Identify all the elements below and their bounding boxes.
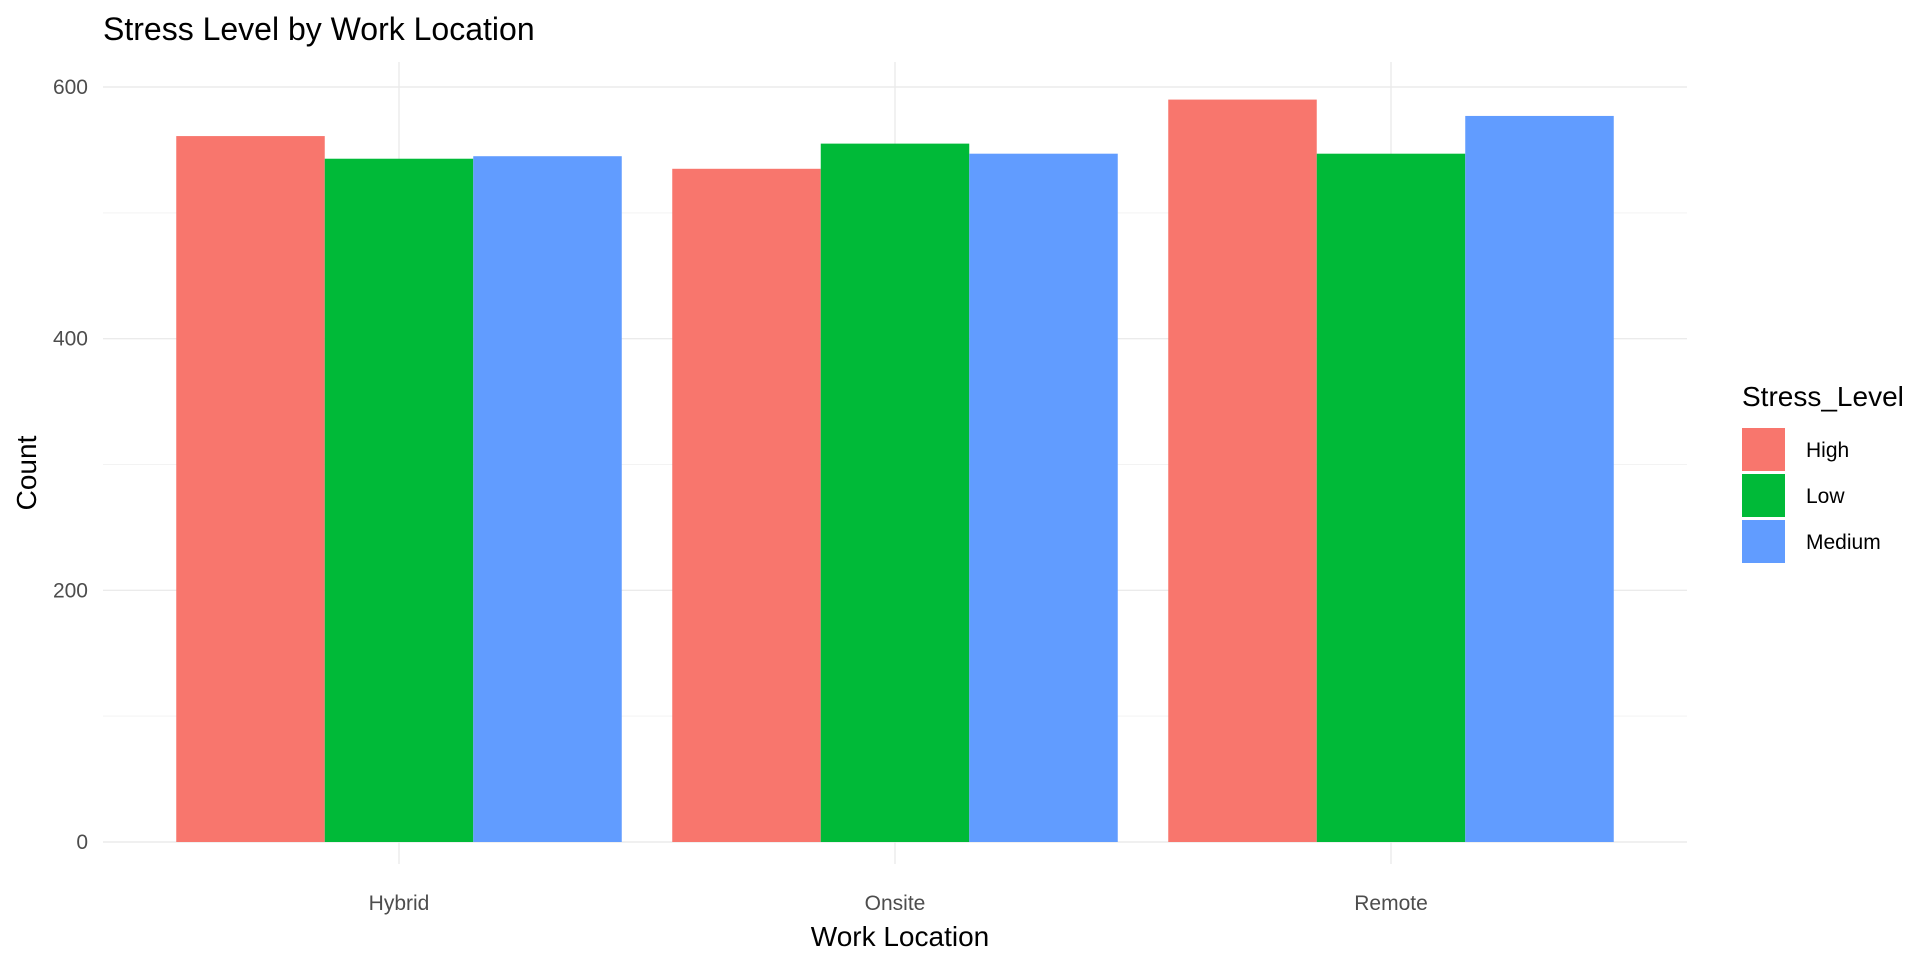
legend: Stress_Level High Low Medium [1742, 381, 1904, 563]
bar-hybrid-high [176, 136, 325, 842]
bar-hybrid-low [324, 158, 474, 843]
chart-title: Stress Level by Work Location [103, 11, 535, 47]
y-axis-ticks: 0 200 400 600 [53, 76, 88, 854]
legend-label: Medium [1806, 531, 1881, 554]
bar-remote-low [1316, 153, 1466, 843]
legend-swatch [1742, 520, 1785, 563]
bar-hybrid-medium [473, 156, 622, 843]
bar-onsite-medium [969, 153, 1118, 843]
y-tick-label: 200 [53, 579, 88, 602]
y-tick-label: 0 [76, 831, 88, 854]
x-tick-label: Onsite [865, 892, 926, 915]
y-tick-label: 400 [53, 328, 88, 351]
bars [176, 99, 1614, 843]
y-axis-title: Count [11, 435, 42, 510]
bar-remote-medium [1465, 115, 1614, 843]
x-tick-label: Hybrid [369, 892, 430, 915]
legend-title: Stress_Level [1742, 381, 1904, 412]
y-tick-label: 600 [53, 76, 88, 99]
legend-label: Low [1806, 485, 1845, 508]
legend-items: High Low Medium [1742, 428, 1881, 563]
legend-swatch [1742, 474, 1785, 517]
bar-onsite-high [672, 168, 821, 842]
x-tick-label: Remote [1354, 892, 1428, 915]
x-axis-ticks: Hybrid Onsite Remote [369, 892, 1428, 915]
bar-onsite-low [820, 143, 970, 842]
legend-label: High [1806, 439, 1849, 462]
bar-remote-high [1168, 99, 1317, 843]
legend-swatch [1742, 428, 1785, 471]
x-axis-title: Work Location [811, 921, 989, 952]
